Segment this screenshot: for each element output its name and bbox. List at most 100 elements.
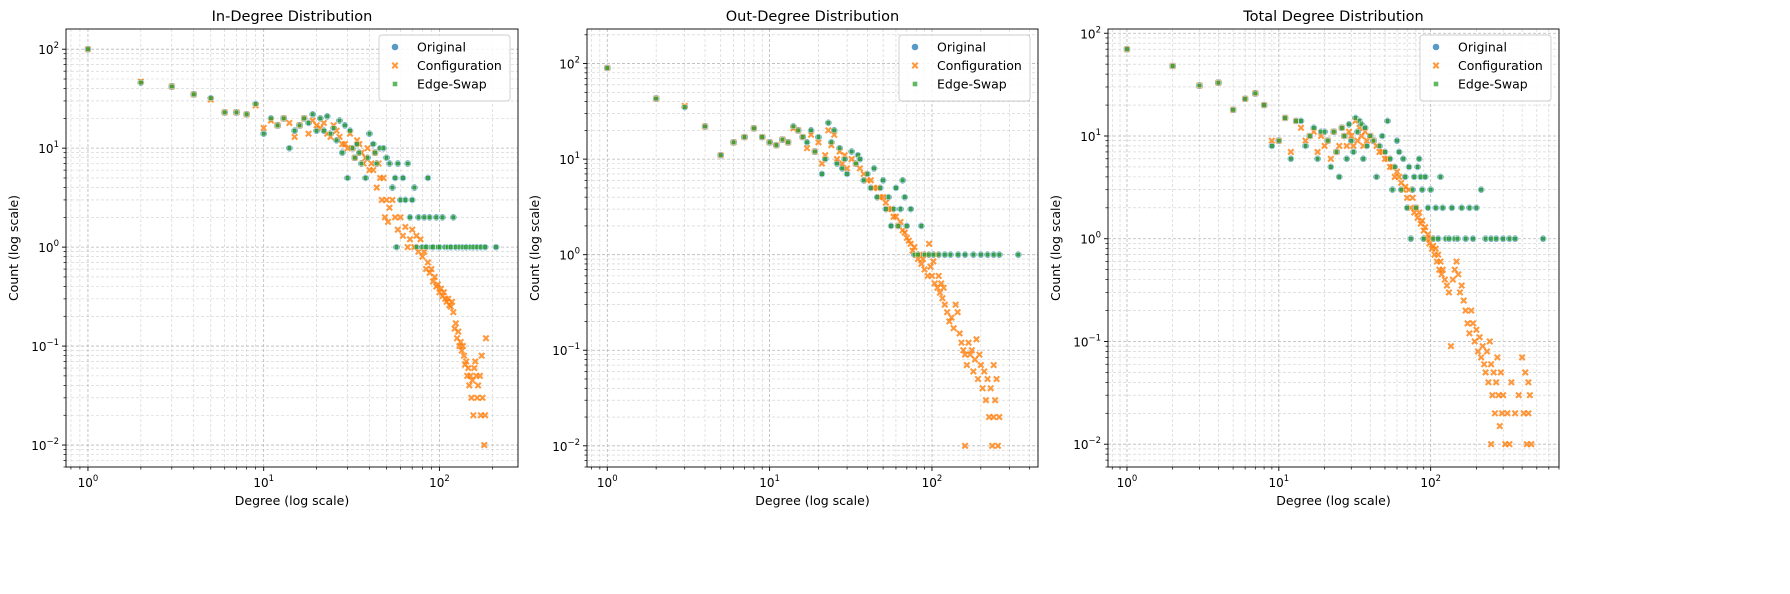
data-point — [1350, 149, 1356, 155]
data-point — [1394, 138, 1400, 144]
data-point — [1477, 353, 1485, 361]
data-point — [970, 252, 976, 258]
data-point — [1346, 121, 1352, 127]
data-point — [1396, 149, 1402, 155]
data-point — [369, 166, 377, 174]
legend-marker — [911, 62, 919, 69]
legend-marker — [1432, 43, 1440, 51]
y-axis-label: Count (log scale) — [1048, 195, 1063, 301]
data-point — [440, 288, 448, 296]
data-point — [1464, 319, 1472, 327]
data-point — [384, 218, 392, 226]
data-point — [476, 372, 484, 380]
data-point — [1499, 391, 1507, 399]
data-point — [244, 111, 250, 117]
x-tick-label: 102 — [922, 474, 943, 490]
data-point — [856, 164, 864, 172]
data-point — [1482, 368, 1490, 376]
data-point — [1395, 173, 1403, 181]
data-point — [397, 197, 403, 203]
data-point — [985, 252, 991, 258]
data-point — [1328, 164, 1334, 170]
data-point — [401, 223, 409, 231]
legend-label: Edge-Swap — [417, 77, 487, 92]
data-point — [824, 126, 832, 134]
data-point — [328, 131, 334, 137]
data-point — [1415, 209, 1423, 216]
data-point — [1322, 129, 1328, 135]
data-point — [803, 144, 811, 152]
data-point — [1124, 46, 1130, 52]
data-point — [1252, 90, 1258, 96]
data-point — [1458, 282, 1466, 290]
legend-item: Configuration — [911, 58, 1022, 73]
data-point — [1433, 205, 1439, 211]
data-points — [603, 64, 1023, 450]
y-tick-label: 100 — [1080, 231, 1101, 247]
data-point — [849, 149, 855, 155]
data-point — [984, 375, 991, 383]
data-point — [1483, 347, 1491, 355]
data-point — [1487, 440, 1495, 448]
legend-label: Original — [937, 40, 986, 55]
data-point — [452, 319, 460, 327]
data-point — [773, 142, 779, 148]
data-point — [971, 356, 979, 363]
data-point — [943, 308, 951, 316]
data-point — [886, 194, 892, 200]
panel-3: 100 101 102 10−2 10−1 100 101 102 Total Degree D… — [1048, 9, 1560, 508]
data-point — [843, 164, 851, 172]
data-point — [891, 206, 897, 212]
data-point — [741, 134, 747, 140]
data-point — [391, 213, 399, 221]
data-point — [800, 134, 806, 140]
data-point — [1196, 83, 1202, 89]
data-point — [1521, 368, 1529, 376]
data-point — [653, 96, 659, 102]
data-point — [1527, 440, 1535, 448]
data-point — [819, 171, 825, 177]
data-point — [454, 328, 462, 336]
data-point — [1360, 156, 1366, 162]
data-point — [400, 175, 406, 181]
data-point — [1449, 205, 1455, 211]
data-point — [482, 334, 490, 342]
legend-label: Edge-Swap — [937, 77, 1007, 92]
y-tick-label: 102 — [559, 56, 580, 72]
data-point — [493, 244, 499, 250]
data-point — [961, 351, 969, 359]
x-tick-label: 100 — [78, 474, 99, 490]
data-point — [431, 273, 439, 281]
data-point — [1488, 391, 1496, 399]
data-point — [334, 137, 340, 143]
data-point — [462, 357, 470, 365]
data-point — [1449, 276, 1457, 284]
data-point — [995, 413, 1003, 421]
data-point — [275, 122, 281, 128]
data-point — [191, 91, 197, 97]
data-point — [342, 122, 348, 128]
data-point — [367, 160, 375, 167]
y-tick-label: 101 — [559, 151, 580, 167]
data-point — [952, 301, 960, 309]
y-axis-label: Count (log scale) — [527, 195, 542, 301]
data-point — [233, 109, 239, 115]
data-point — [1398, 187, 1404, 193]
data-point — [1345, 128, 1353, 136]
data-point — [405, 160, 411, 166]
data-point — [991, 396, 999, 404]
data-point — [1343, 142, 1351, 150]
data-point — [958, 339, 965, 347]
legend-item: Configuration — [1432, 58, 1543, 73]
data-point — [1298, 118, 1304, 124]
data-point — [392, 175, 398, 181]
data-point — [1413, 205, 1419, 211]
data-point — [1526, 391, 1534, 399]
data-point — [1445, 289, 1453, 296]
data-point — [260, 124, 268, 132]
data-point — [915, 252, 921, 258]
data-point — [1437, 174, 1443, 180]
data-point — [857, 156, 863, 162]
data-point — [955, 252, 961, 258]
data-point — [917, 260, 925, 268]
